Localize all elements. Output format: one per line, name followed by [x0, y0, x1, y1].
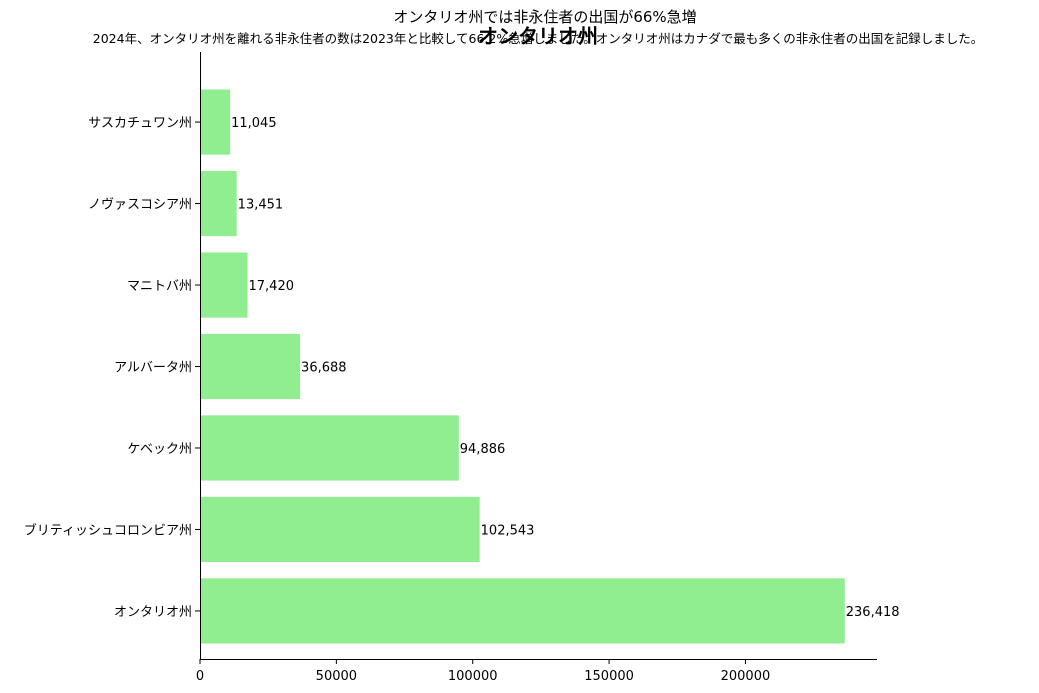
x-tick-label: 50000 — [316, 669, 357, 684]
overlay-title: オンタリオ州 — [478, 24, 598, 48]
bar-value-label: 11,045 — [231, 116, 277, 131]
bar — [200, 415, 459, 481]
y-axis-ticks: サスカチュワン州ノヴァスコシア州マニトバ州アルバータ州ケベック州ブリティッシュコ… — [24, 116, 200, 620]
bar-value-label: 94,886 — [460, 442, 506, 457]
y-tick-label: アルバータ州 — [114, 360, 192, 375]
x-tick-label: 0 — [196, 669, 204, 684]
bars-group — [200, 89, 845, 644]
bar — [200, 496, 480, 563]
bar — [200, 333, 301, 400]
x-tick-label: 150000 — [584, 669, 634, 684]
bar-value-label: 13,451 — [238, 198, 284, 213]
bar — [200, 252, 248, 318]
y-tick-label: ノヴァスコシア州 — [88, 197, 192, 213]
bar — [200, 578, 845, 644]
chart-subtitle: 2024年、オンタリオ州を離れる非永住者の数は2023年と比較して66.2%急増… — [93, 31, 983, 46]
y-tick-label: オンタリオ州 — [114, 605, 192, 620]
bar — [200, 89, 231, 155]
bar-value-label: 17,420 — [249, 279, 294, 294]
x-tick-label: 100000 — [448, 669, 498, 684]
y-tick-label: サスカチュワン州 — [88, 116, 192, 131]
x-axis-ticks: 0 50000 100000 150000 200000 — [196, 659, 770, 684]
bar-value-label: 236,418 — [846, 605, 900, 620]
y-tick-label: ブリティッシュコロンビア州 — [24, 522, 192, 538]
y-tick-label: マニトバ州 — [127, 279, 192, 294]
x-tick-label: 200000 — [721, 669, 771, 684]
data-labels-group: 11,045 13,451 17,420 36,688 94,886 102,543 236… — [231, 116, 899, 620]
chart-title: オンタリオ州では非永住者の出国が66%急増 — [393, 8, 696, 26]
y-tick-label: ケベック州 — [127, 442, 192, 457]
bar-value-label: 36,688 — [301, 360, 347, 375]
bar — [200, 170, 237, 237]
bar-value-label: 102,543 — [481, 523, 535, 538]
